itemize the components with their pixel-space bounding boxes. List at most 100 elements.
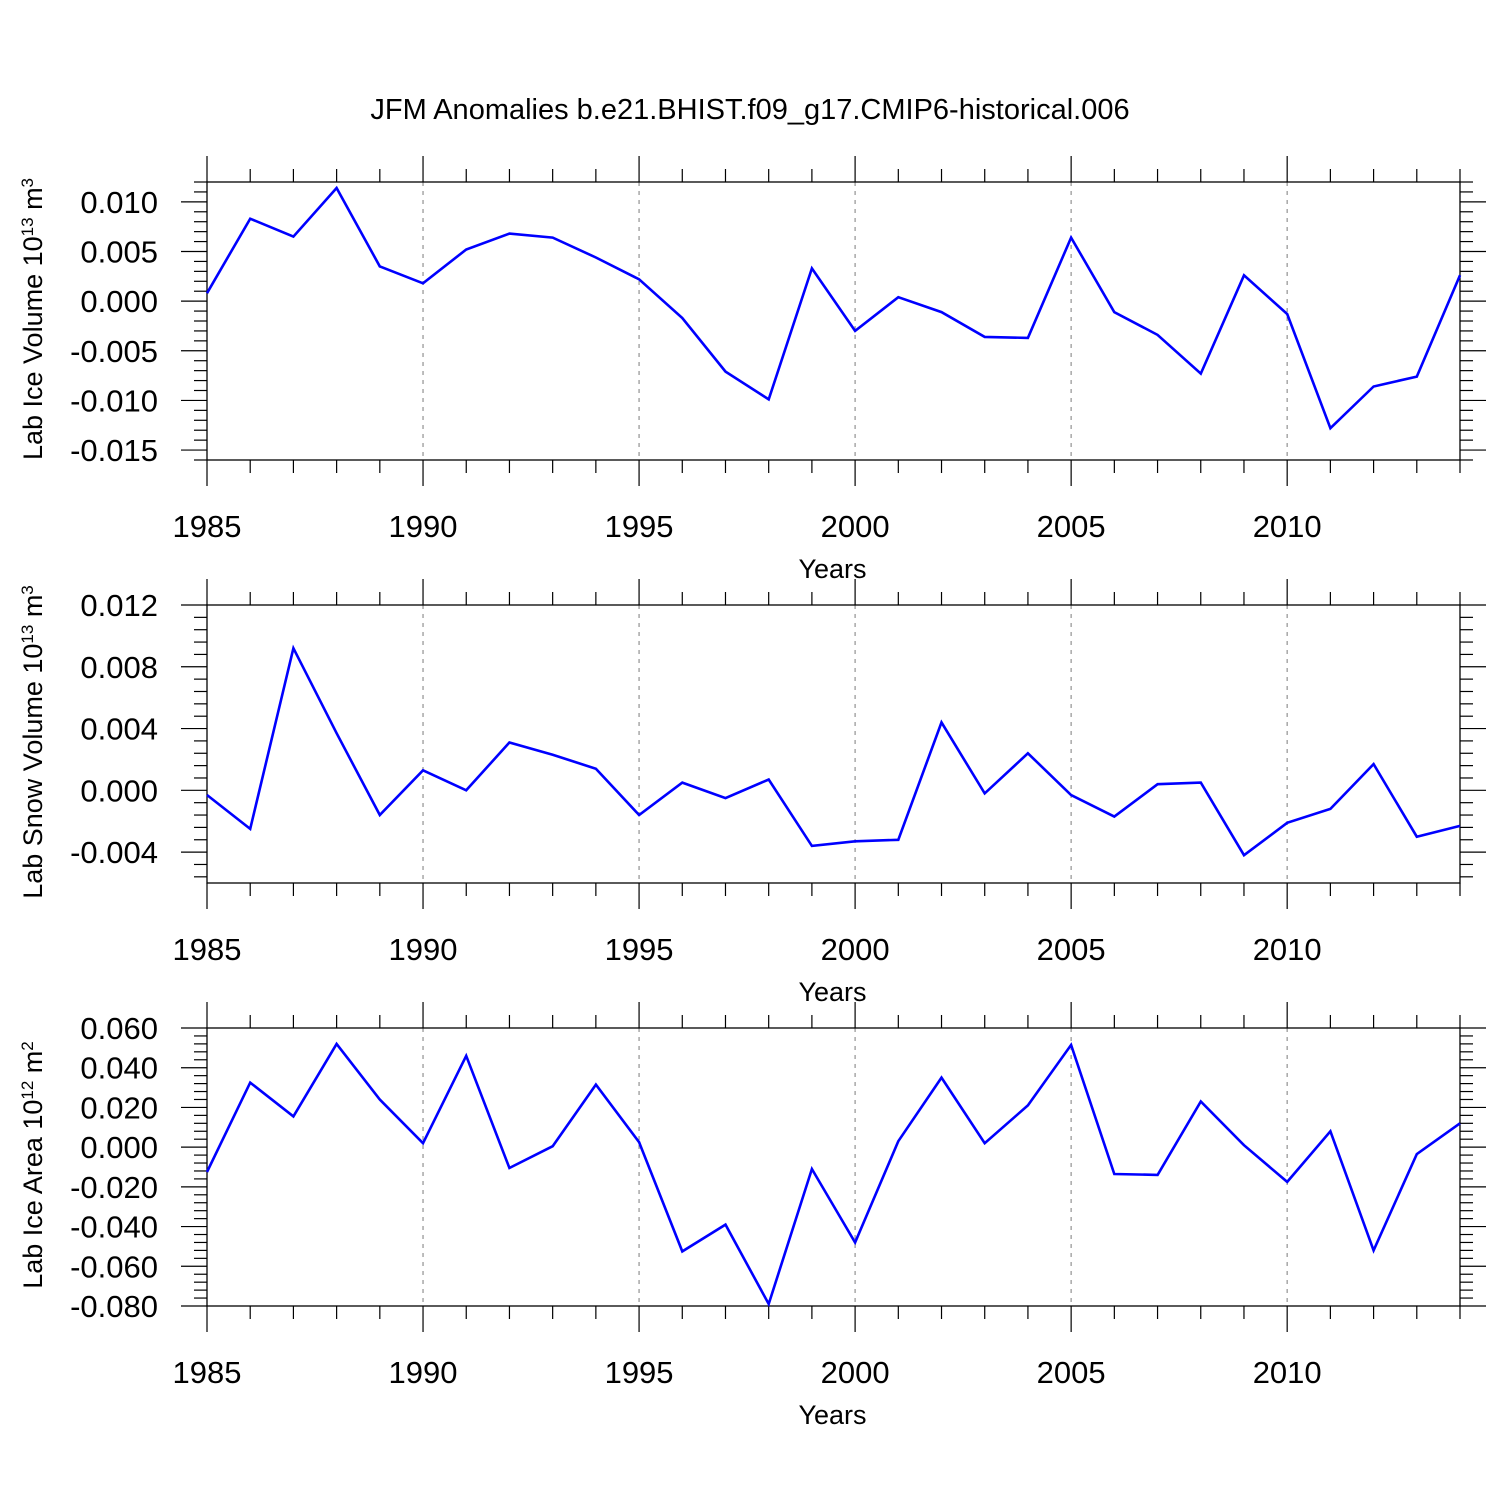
data-point: [248, 217, 252, 221]
data-point: [1415, 375, 1419, 379]
data-point: [1199, 1099, 1203, 1103]
data-point: [637, 277, 641, 281]
x-tick-label: 1995: [605, 932, 674, 967]
series-line: [206, 644, 1461, 858]
data-point: [637, 813, 641, 817]
data-point: [507, 232, 511, 236]
data-point: [810, 266, 814, 270]
y-tick-label: 0.008: [80, 650, 158, 685]
data-point: [1199, 372, 1203, 376]
data-point: [1112, 310, 1116, 314]
data-point: [551, 753, 555, 757]
y-tick-label: -0.005: [70, 334, 158, 369]
data-point: [378, 264, 382, 268]
data-point: [335, 731, 339, 735]
data-point: [1156, 333, 1160, 337]
data-point: [810, 844, 814, 848]
data-point: [1372, 762, 1376, 766]
data-point: [205, 1170, 209, 1174]
y-tick-label: 0.010: [80, 185, 158, 220]
x-tick-label: 2005: [1037, 1355, 1106, 1390]
y-tick-label: -0.004: [70, 835, 158, 870]
data-point: [335, 1042, 339, 1046]
series-line: [205, 185, 1462, 431]
data-point: [421, 281, 425, 285]
y-tick-label: 0.000: [80, 1130, 158, 1165]
data-point: [853, 839, 857, 843]
plot-frame: [206, 181, 1461, 461]
plot-frame: [206, 1027, 1461, 1307]
data-point: [1199, 781, 1203, 785]
data-point: [507, 740, 511, 744]
data-point: [335, 186, 339, 190]
data-point: [378, 813, 382, 817]
data-point: [1328, 426, 1332, 430]
panel-3: 0.060 0.040 0.020 0.000 -0.020 -0.040 -0.060 -0…: [18, 1002, 1486, 1430]
y-axis-label: Lab Ice Volume 1013 m3: [18, 178, 49, 460]
data-point: [1285, 312, 1289, 316]
data-point: [248, 827, 252, 831]
x-tick-label: 1990: [389, 932, 458, 967]
data-point: [1026, 751, 1030, 755]
y-axis-label: Lab Ice Area 1012 m2: [18, 1041, 49, 1289]
data-point: [1069, 1043, 1073, 1047]
data-point: [983, 335, 987, 339]
data-point: [1458, 273, 1462, 277]
data-point: [1458, 1121, 1462, 1125]
data-point: [896, 1139, 900, 1143]
panel-1: 0.010 0.005 0.000 -0.005 -0.010 -0.015 1985 199…: [18, 156, 1486, 584]
y-tick-label: -0.015: [70, 433, 158, 468]
x-tick-label: 2000: [821, 1355, 890, 1390]
data-point: [680, 1249, 684, 1253]
data-point: [594, 767, 598, 771]
data-point: [1415, 1152, 1419, 1156]
data-point: [1112, 1172, 1116, 1176]
data-point: [810, 1167, 814, 1171]
data-point: [594, 1083, 598, 1087]
y-tick-label: -0.060: [70, 1249, 158, 1284]
data-point: [1242, 1143, 1246, 1147]
y-tick-label: -0.040: [70, 1210, 158, 1245]
y-tick-label: 0.040: [80, 1051, 158, 1086]
y-tick-label: 0.000: [80, 284, 158, 319]
data-point: [1069, 793, 1073, 797]
x-tick-label: 2010: [1253, 932, 1322, 967]
y-tick-label: -0.020: [70, 1170, 158, 1205]
data-point: [896, 838, 900, 842]
data-point: [983, 791, 987, 795]
x-tick-label: 1990: [389, 1355, 458, 1390]
data-point: [896, 295, 900, 299]
y-tick-label: 0.000: [80, 773, 158, 808]
panel-2: 0.012 0.008 0.004 0.000 -0.004 1985 1990 1995 20…: [18, 579, 1486, 1007]
data-point: [1242, 853, 1246, 857]
y-tick-label: 0.012: [80, 588, 158, 623]
x-tick-label: 2005: [1037, 509, 1106, 544]
data-point: [464, 1054, 468, 1058]
data-point: [1026, 1103, 1030, 1107]
y-tick-label: -0.010: [70, 383, 158, 418]
data-point: [637, 1140, 641, 1144]
data-point: [940, 720, 944, 724]
data-point: [723, 796, 727, 800]
data-point: [723, 1223, 727, 1227]
data-point: [1026, 336, 1030, 340]
data-point: [464, 248, 468, 252]
data-point: [853, 1240, 857, 1244]
data-point: [594, 255, 598, 259]
data-point: [1372, 385, 1376, 389]
series-line: [205, 1041, 1461, 1308]
plot-frame: [206, 604, 1461, 884]
data-point: [1285, 821, 1289, 825]
data-point: [1156, 1173, 1160, 1177]
data-point: [983, 1141, 987, 1145]
chart-title: JFM Anomalies b.e21.BHIST.f09_g17.CMIP6-…: [370, 94, 1129, 126]
x-tick-label: 1985: [173, 932, 242, 967]
data-point: [464, 788, 468, 792]
x-axis-label: Years: [798, 1400, 866, 1430]
data-point: [1112, 815, 1116, 819]
data-point: [767, 778, 771, 782]
data-point: [1415, 835, 1419, 839]
x-tick-label: 2000: [821, 932, 890, 967]
x-tick-label: 1990: [389, 509, 458, 544]
